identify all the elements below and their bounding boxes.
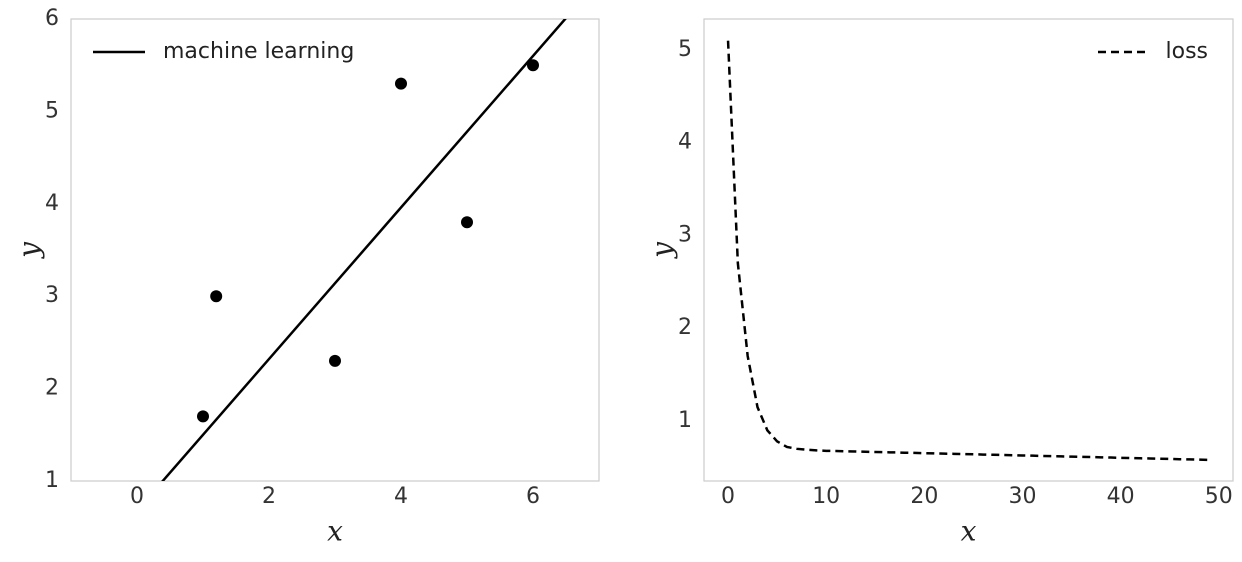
plot-frame bbox=[703, 18, 1234, 482]
y-tick-label: 4 bbox=[45, 191, 59, 216]
x-tick-label: 20 bbox=[910, 484, 938, 509]
chart: 0 10 20 30 40 50 1 2 3 4 5 x y loss bbox=[646, 18, 1234, 548]
y-axis-label: y bbox=[646, 241, 679, 260]
y-tick-label: 1 bbox=[45, 468, 59, 493]
point bbox=[197, 410, 209, 423]
y-axis-label: y bbox=[13, 241, 46, 260]
line bbox=[161, 19, 567, 481]
x-axis-label: x bbox=[961, 515, 977, 548]
point bbox=[461, 216, 473, 229]
point bbox=[395, 77, 407, 90]
chart: 0 2 4 6 1 2 3 4 5 6 x y machine learning bbox=[13, 6, 600, 548]
legend-label: machine learning bbox=[163, 39, 354, 64]
x-tick-label: 4 bbox=[394, 484, 408, 509]
plot-frame bbox=[70, 18, 600, 482]
point bbox=[527, 59, 539, 72]
line bbox=[726, 40, 1209, 462]
x-tick-label: 0 bbox=[721, 484, 735, 509]
y-tick-label: 3 bbox=[678, 222, 692, 247]
x-axis-label: x bbox=[327, 515, 343, 548]
x-tick-label: 30 bbox=[1008, 484, 1036, 509]
y-tick-label: 5 bbox=[678, 37, 692, 62]
y-tick-label: 2 bbox=[45, 376, 59, 401]
y-tick-label: 2 bbox=[678, 315, 692, 340]
y-tick-label: 1 bbox=[678, 408, 692, 433]
x-tick-label: 2 bbox=[262, 484, 276, 509]
y-tick-label: 4 bbox=[678, 130, 692, 155]
point bbox=[329, 354, 341, 367]
y-tick-label: 3 bbox=[45, 283, 59, 308]
x-tick-label: 10 bbox=[812, 484, 840, 509]
y-tick-label: 5 bbox=[45, 98, 59, 123]
x-tick-label: 6 bbox=[526, 484, 540, 509]
x-tick-label: 50 bbox=[1205, 484, 1233, 509]
x-tick-label: 40 bbox=[1107, 484, 1135, 509]
plot-area bbox=[726, 40, 1209, 462]
x-tick-label: 0 bbox=[130, 484, 144, 509]
plot-area bbox=[161, 19, 567, 481]
legend-label: loss bbox=[1166, 39, 1209, 64]
point bbox=[210, 290, 223, 303]
y-tick-label: 6 bbox=[45, 6, 59, 31]
